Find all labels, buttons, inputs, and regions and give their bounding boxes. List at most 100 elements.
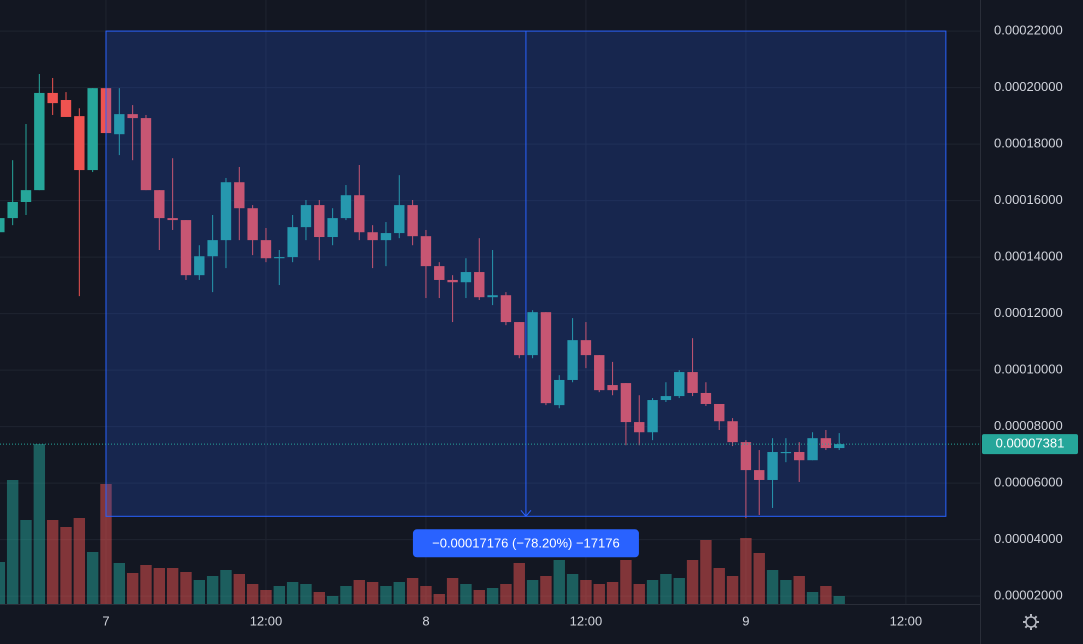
volume-bar [726,576,739,604]
candle-body [394,205,405,234]
candle-body [620,383,632,423]
gear-tooth [1033,624,1038,629]
volume-bar [593,584,605,604]
y-tick-label: 0.00004000 [994,531,1063,546]
price-axis-panel [980,0,1083,644]
volume-bar [126,573,139,604]
volume-bar [46,520,59,604]
candle-body [194,256,205,276]
candle-body [567,340,578,380]
volume-bar [233,574,246,604]
volume-bar [406,578,419,604]
candle-body [487,295,498,298]
candle-body [647,400,658,433]
gear-tooth [1024,624,1029,629]
candle-body [780,452,792,454]
candle-body [234,182,245,209]
volume-bar [260,590,272,604]
y-tick-label: 0.00006000 [994,475,1063,490]
candle-body [794,452,805,461]
candle-body [634,422,645,433]
candle-body [500,295,512,323]
volume-bar [353,580,365,604]
candle-body [554,379,565,406]
volume-bar [820,586,832,604]
candle-body [407,205,418,237]
candle-body [447,279,458,283]
volume-bar [100,484,112,604]
volume-bar [646,580,659,604]
volume-bar [486,588,499,604]
candle-body [180,220,192,276]
y-tick-label: 0.00020000 [994,79,1063,94]
candle-body [220,182,232,241]
x-tick-label: 12:00 [570,613,603,628]
volume-bar [193,580,206,604]
volume-bar [780,580,792,604]
candle-body [767,452,778,480]
volume-bar [513,563,525,604]
candle-body [34,92,45,191]
candle-body [60,100,72,117]
volume-bar [6,480,19,604]
candle-body [287,227,298,258]
candle-body [754,470,765,480]
y-tick-label: 0.00016000 [994,192,1063,207]
volume-bar [366,582,379,604]
candle-body [247,208,258,241]
volume-bar [326,596,339,604]
last-price-badge [982,434,1078,455]
candle-body [47,92,58,104]
candle-body [674,372,685,397]
candle-body [127,114,138,119]
volume-bar [393,582,405,604]
candle-body [114,114,125,135]
volume-bar [33,444,46,604]
volume-bar [140,565,152,604]
volume-bar [73,518,86,604]
volume-bar [460,584,472,604]
volume-bar [686,560,699,604]
volume-bar [166,568,179,604]
candle-body [700,392,712,404]
x-tick-label: 12:00 [890,613,923,628]
gear-tooth [1024,615,1029,620]
candle-body [660,396,672,401]
candle-body [714,403,725,422]
volume-bar [380,586,392,604]
volume-bar [700,540,712,604]
volume-bar [433,594,445,604]
volume-bar [633,584,645,604]
measure-label-box [412,529,639,558]
candle-body [527,312,538,356]
volume-bar [753,553,765,604]
candle-body [607,385,618,391]
measure-arrowhead [520,509,532,518]
volume-bar [0,562,6,604]
volume-bar [793,576,805,604]
candle-body [140,118,152,191]
volume-bar [806,592,819,604]
candle-body [207,240,218,257]
candle-body [20,190,32,202]
volume-bar [300,584,312,604]
volume-bar [313,592,325,604]
volume-bar [620,560,632,604]
candle-body [514,322,525,356]
volume-bar [553,560,565,604]
volume-bar [113,563,126,604]
volume-bar [20,520,32,604]
volume-bar [473,590,485,604]
candle-body [340,195,352,219]
volume-bar [86,552,99,604]
candle-body [154,190,165,219]
x-tick-label: 9 [742,613,749,628]
volume-bar [286,582,299,604]
candle-body [434,266,445,280]
settings-icon[interactable] [1023,614,1039,630]
volume-bar [446,578,459,604]
candle-body [327,218,338,238]
volume-bar [340,586,352,604]
